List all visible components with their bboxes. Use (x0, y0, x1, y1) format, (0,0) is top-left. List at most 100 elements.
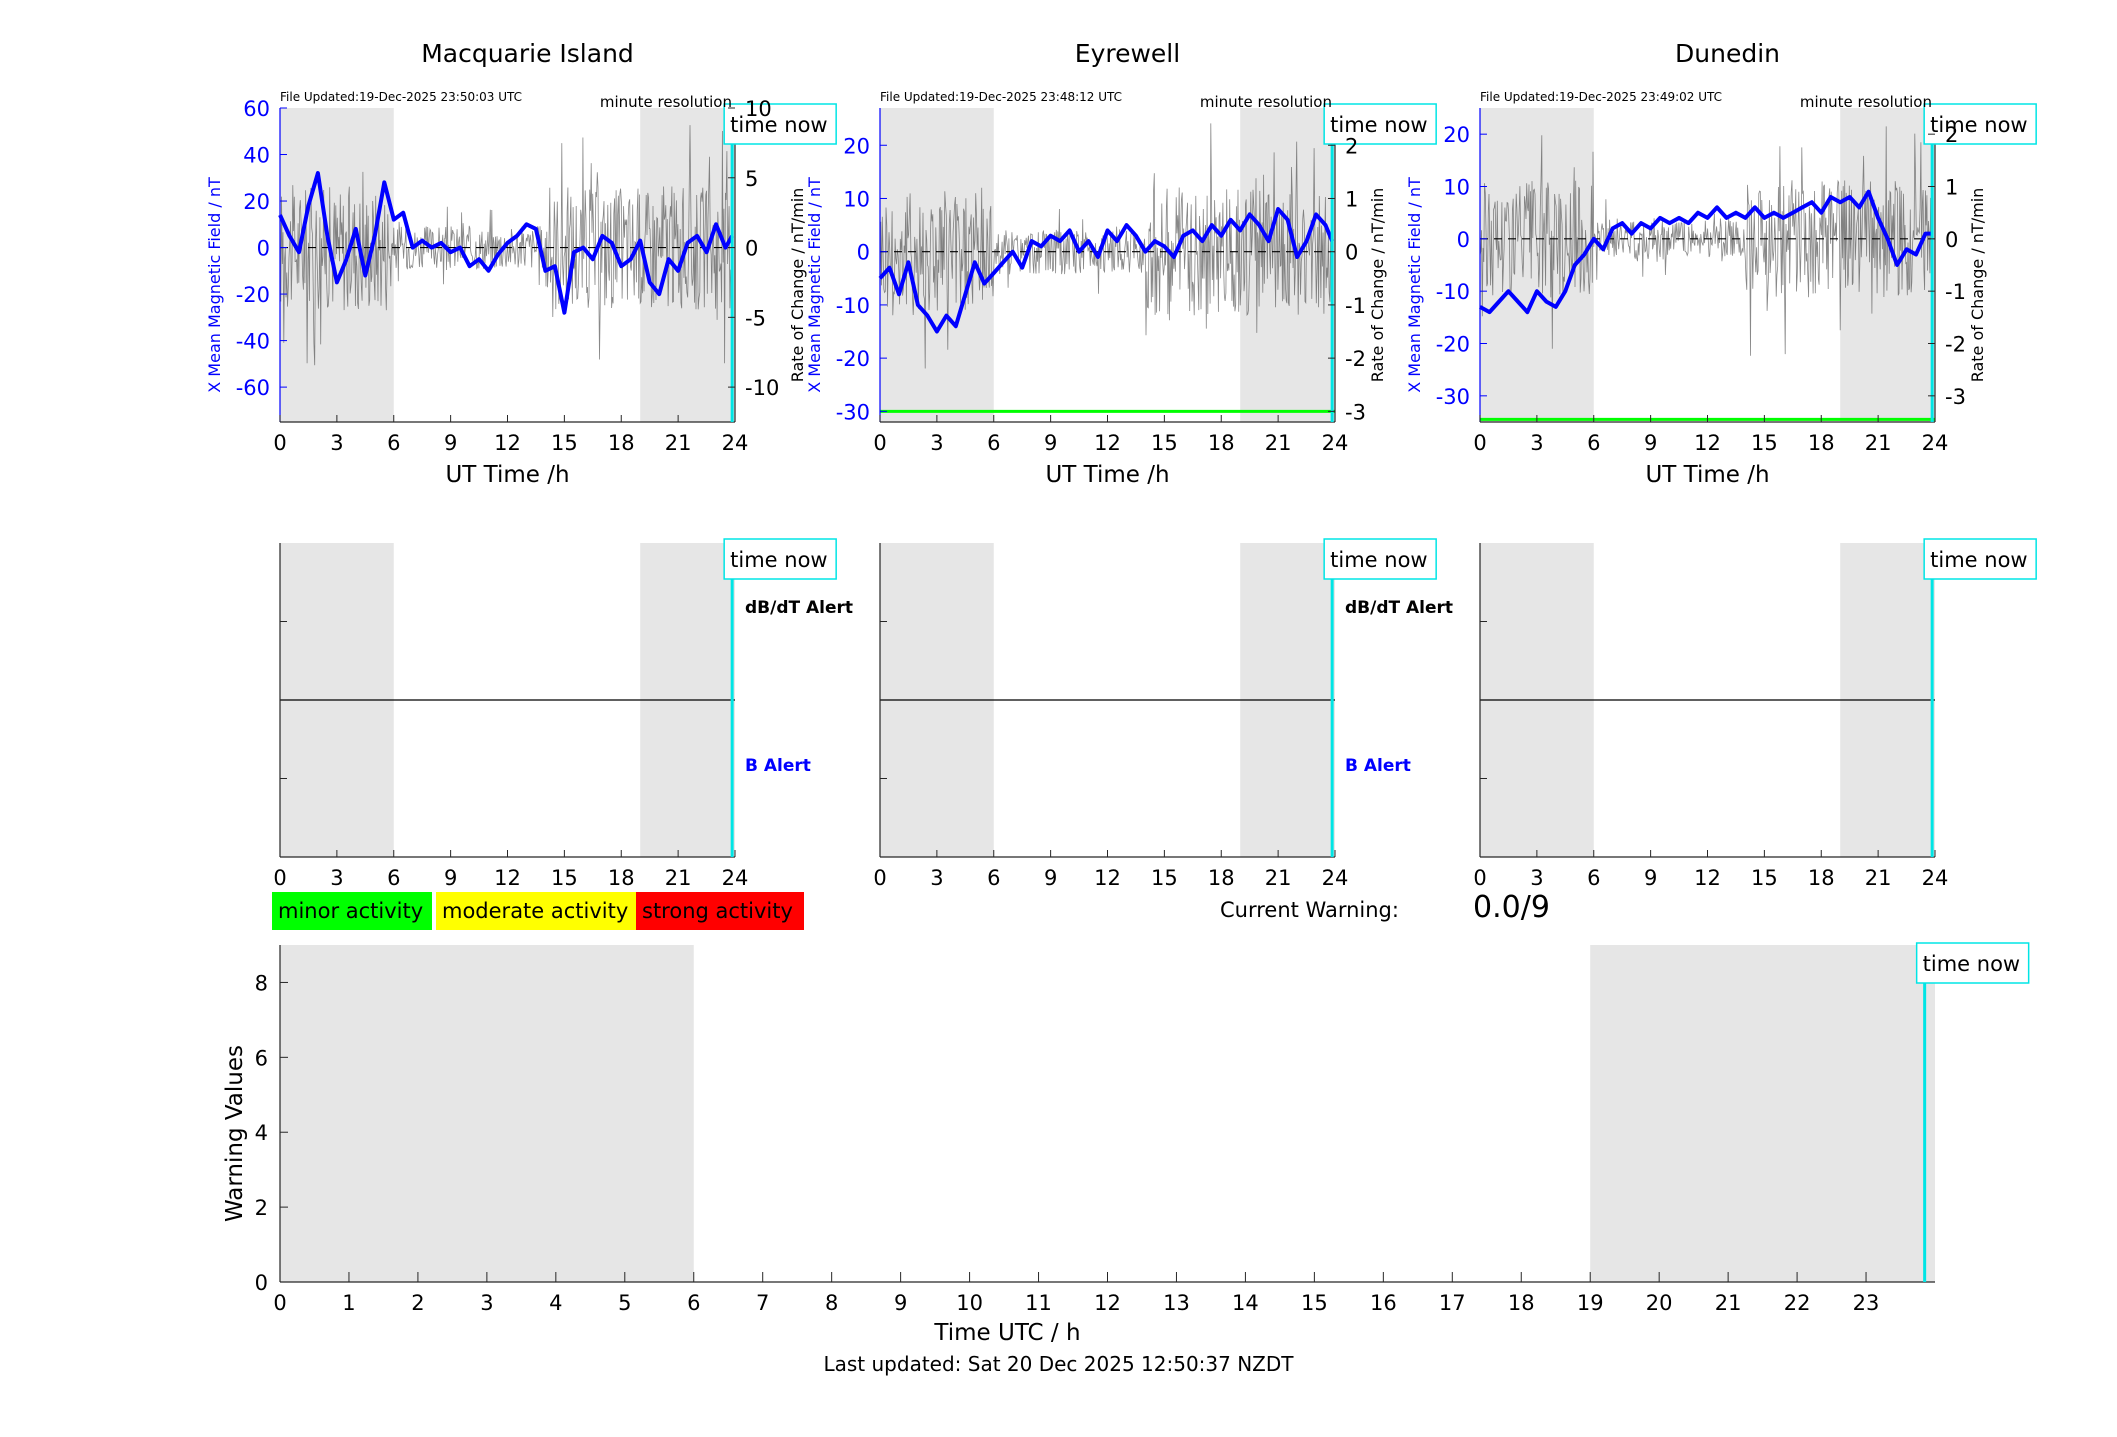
y-tick-label: 10 (1443, 176, 1470, 200)
x-tick-label: 0 (873, 431, 886, 455)
x-tick-label: 18 (1208, 866, 1235, 890)
y-tick-label: 60 (243, 97, 270, 121)
x-tick-label: 18 (1808, 866, 1835, 890)
x-tick-label: 15 (1751, 431, 1778, 455)
x-tick-label: 24 (1922, 866, 1949, 890)
x-tick-label: 6 (987, 431, 1000, 455)
resolution-label: minute resolution (600, 93, 732, 111)
rate-of-change-series (1479, 126, 1933, 356)
y-tick-label: 0 (857, 241, 870, 265)
y-tick-label: 20 (243, 190, 270, 214)
station-panel-0: time now -60 -40 -20 0 20 40 60 -10 -5 0 5 10 0 3 6 9 12 1… (205, 39, 837, 488)
x-tick-label: 6 (687, 1291, 700, 1315)
time-now-box (1915, 942, 2030, 984)
y-tick-label: 4 (255, 1121, 268, 1145)
y-axis-label: Warning Values (222, 1045, 248, 1222)
x-tick-label: 6 (1587, 866, 1600, 890)
y-tick-label: 2 (255, 1196, 268, 1220)
x-tick-label: 0 (273, 866, 286, 890)
y-tick-label: -20 (236, 283, 270, 307)
x-tick-label: 21 (665, 431, 692, 455)
time-now-label: time now (1923, 952, 2020, 976)
x-tick-label: 9 (1644, 866, 1657, 890)
x-tick-label: 18 (608, 866, 635, 890)
y-tick-label: 8 (255, 971, 268, 995)
time-now-label: time now (730, 113, 827, 137)
x-tick-label: 11 (1025, 1291, 1052, 1315)
file-updated-label: File Updated:19-Dec-2025 23:49:02 UTC (1480, 90, 1722, 104)
y-right-tick-label: -5 (745, 306, 766, 330)
y-right-tick-label: 0 (1945, 228, 1958, 252)
x-axis-label: UT Time /h (445, 462, 569, 488)
station-title: Dunedin (1675, 39, 1780, 68)
x-tick-label: 9 (1044, 431, 1057, 455)
x-tick-label: 0 (273, 431, 286, 455)
time-now-label: time now (1330, 113, 1427, 137)
x-tick-label: 6 (387, 866, 400, 890)
x-tick-label: 2 (411, 1291, 424, 1315)
x-tick-label: 9 (444, 431, 457, 455)
x-tick-label: 24 (722, 866, 749, 890)
time-now-box (723, 103, 837, 145)
station-title: Macquarie Island (421, 39, 634, 68)
y-tick-label: 10 (843, 187, 870, 211)
y-tick-label: 20 (843, 134, 870, 158)
x-tick-label: 4 (549, 1291, 562, 1315)
y-right-tick-label: -2 (1345, 347, 1366, 371)
x-tick-label: 17 (1439, 1291, 1466, 1315)
x-tick-label: 18 (1508, 1291, 1535, 1315)
y-right-tick-label: 2 (1945, 123, 1958, 147)
x-tick-label: 3 (1530, 431, 1543, 455)
time-now-box (1923, 103, 2037, 145)
x-tick-label: 12 (1094, 431, 1121, 455)
x-tick-label: 8 (825, 1291, 838, 1315)
y-right-tick-label: 1 (1945, 176, 1958, 200)
time-now-box (1323, 538, 1437, 580)
x-tick-label: 9 (1044, 866, 1057, 890)
y-tick-label: -10 (836, 294, 870, 318)
x-axis-label: UT Time /h (1045, 462, 1169, 488)
x-tick-label: 24 (1322, 431, 1349, 455)
time-now-label: time now (1930, 113, 2027, 137)
y-right-tick-label: -3 (1945, 385, 1966, 409)
x-tick-label: 21 (665, 866, 692, 890)
file-updated-label: File Updated:19-Dec-2025 23:50:03 UTC (280, 90, 522, 104)
y-right-axis-label: Rate of Change / nT/min (1368, 188, 1387, 383)
y-tick-label: 0 (257, 237, 270, 261)
activity-legend: minor activity moderate activity strong … (272, 892, 804, 930)
y-tick-label: 40 (243, 144, 270, 168)
y-right-tick-label: -1 (1945, 280, 1966, 304)
x-tick-label: 15 (551, 431, 578, 455)
x-tick-label: 3 (930, 431, 943, 455)
y-right-tick-label: -2 (1945, 333, 1966, 357)
y-tick-label: 6 (255, 1046, 268, 1070)
x-tick-label: 15 (551, 866, 578, 890)
x-tick-label: 16 (1370, 1291, 1397, 1315)
x-tick-label: 7 (756, 1291, 769, 1315)
x-tick-label: 3 (1530, 866, 1543, 890)
x-axis-label: Time UTC / h (933, 1320, 1080, 1346)
rate-of-change-series (279, 125, 733, 366)
mean-field-series (878, 207, 1335, 334)
x-tick-label: 3 (330, 866, 343, 890)
x-tick-label: 21 (1715, 1291, 1742, 1315)
x-tick-label: 1 (342, 1291, 355, 1315)
x-tick-label: 24 (1922, 431, 1949, 455)
x-tick-label: 0 (273, 1291, 286, 1315)
legend-strong-activity: strong activity (636, 892, 804, 930)
x-tick-label: 12 (494, 866, 521, 890)
x-tick-label: 12 (1694, 866, 1721, 890)
time-now-box (1323, 103, 1437, 145)
y-axis-label: X Mean Magnetic Field / nT (805, 177, 824, 393)
y-tick-label: -20 (836, 347, 870, 371)
x-tick-label: 12 (494, 431, 521, 455)
y-right-tick-label: 10 (745, 97, 772, 121)
x-tick-label: 19 (1577, 1291, 1604, 1315)
y-right-tick-label: 0 (745, 237, 758, 261)
resolution-label: minute resolution (1800, 93, 1932, 111)
y-right-tick-label: 5 (745, 167, 758, 191)
y-tick-label: -60 (236, 376, 270, 400)
y-tick-label: -30 (1436, 385, 1470, 409)
